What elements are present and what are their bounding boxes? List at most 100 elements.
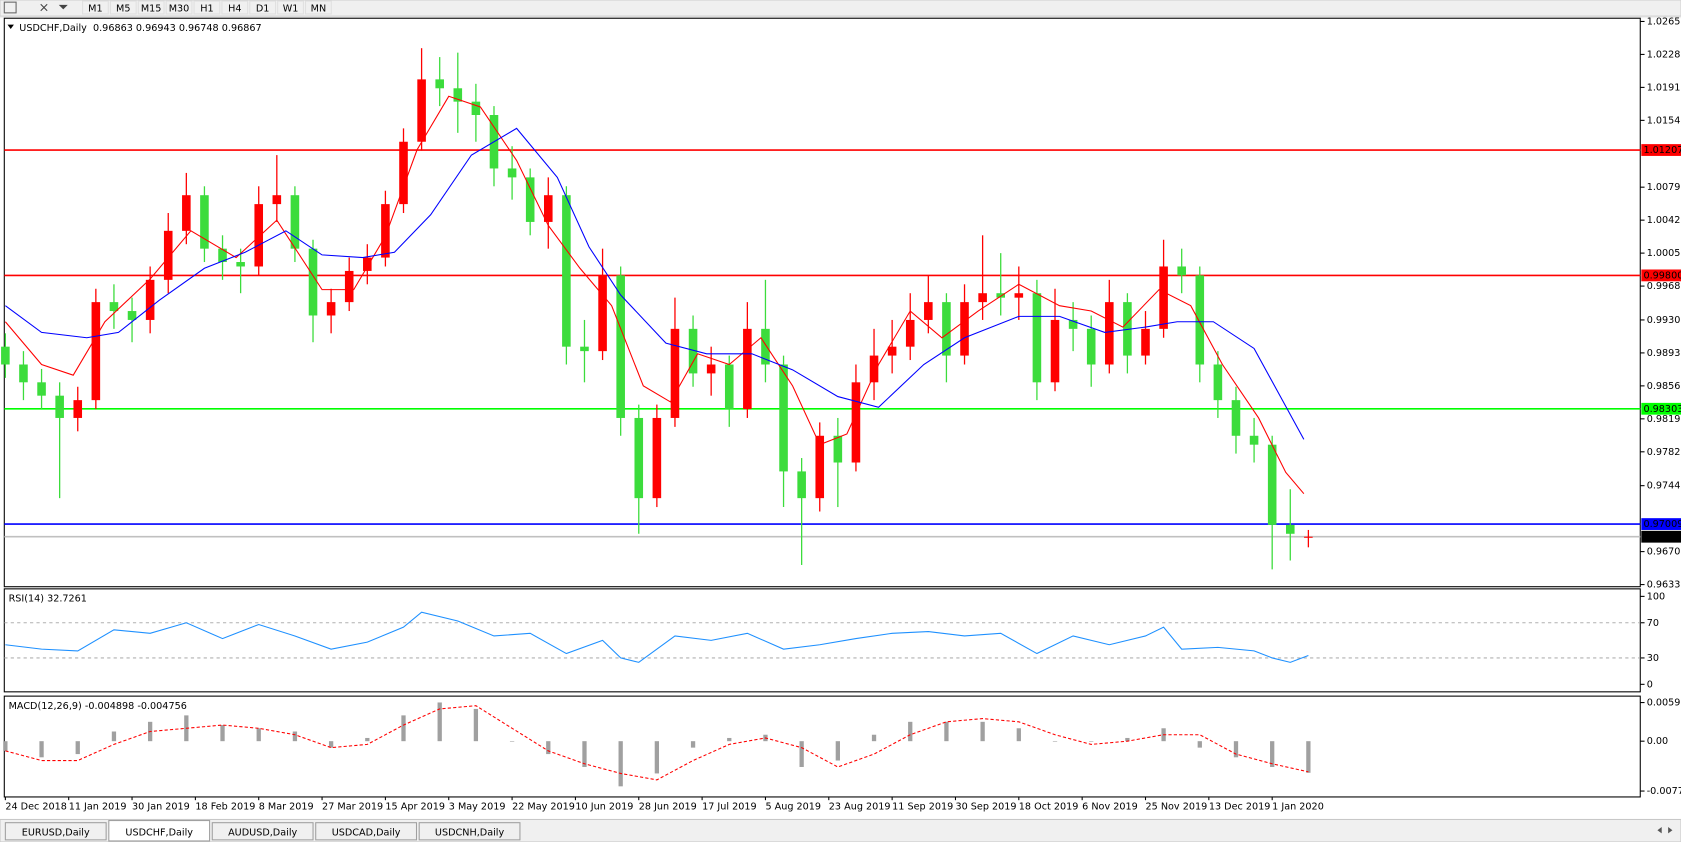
candle-body <box>1195 275 1205 365</box>
x-tick-label: 25 Nov 2019 <box>1145 802 1207 813</box>
text-tool-icon[interactable] <box>3 1 17 14</box>
candle-body <box>960 302 969 356</box>
tab-scroll-arrows[interactable] <box>1657 826 1673 834</box>
chart-tab-label[interactable]: EURUSD,Daily <box>22 827 90 838</box>
histogram-bar <box>1089 741 1094 742</box>
chart-tab-label[interactable]: USDCNH,Daily <box>435 827 505 838</box>
candle-body <box>381 204 390 258</box>
candle-body <box>869 355 879 383</box>
level-label-box <box>1641 530 1681 543</box>
timeframe-button[interactable] <box>165 0 193 15</box>
timeframe-label[interactable]: M5 <box>116 4 130 15</box>
pane <box>3 588 1641 693</box>
y-tick-label: 0.00 <box>1647 736 1668 747</box>
candle-body <box>1086 328 1096 365</box>
timeframe-label[interactable]: W1 <box>283 4 299 15</box>
histogram-bar <box>1197 741 1202 748</box>
candle-body <box>797 471 806 499</box>
timeframe-label[interactable]: H1 <box>200 4 213 15</box>
chart-tab-label[interactable]: USDCAD,Daily <box>332 827 401 838</box>
chart-tab[interactable] <box>4 822 107 841</box>
timeframe-label[interactable]: MN <box>311 4 327 15</box>
candle-body <box>942 302 951 356</box>
x-tick-label: 28 Jun 2019 <box>639 802 697 813</box>
timeframe-button[interactable] <box>277 0 304 15</box>
candle-body <box>109 302 119 312</box>
candle-body <box>182 195 191 231</box>
histogram-bar <box>908 721 913 742</box>
candle-body <box>833 435 843 463</box>
candle-body <box>1267 444 1277 525</box>
candle-body <box>435 79 444 89</box>
candle-body <box>1304 536 1313 538</box>
timeframe-button[interactable] <box>137 0 165 15</box>
chart-tab[interactable] <box>418 822 521 841</box>
histogram-bar <box>328 741 334 748</box>
chart-tab-label[interactable]: USDCHF,Daily <box>125 827 193 838</box>
y-tick-label: 1.02280 <box>1647 49 1681 60</box>
timeframe-label[interactable]: M30 <box>169 4 190 15</box>
candle-body <box>616 275 625 418</box>
level-label-box <box>1641 402 1681 415</box>
y-tick-label: 1.00790 <box>1647 182 1681 193</box>
candle-body <box>724 364 734 410</box>
timeframe-button[interactable] <box>305 0 332 15</box>
chart-tab[interactable] <box>211 822 314 841</box>
candle-body <box>272 195 282 205</box>
pane-title: MACD(12,26,9) -0.004898 -0.004756 <box>9 701 187 712</box>
x-tick-label: 8 Mar 2019 <box>259 802 314 813</box>
candle-body <box>905 319 915 347</box>
timeframe-button[interactable] <box>249 0 277 15</box>
histogram-bar <box>292 731 298 742</box>
candle-body <box>73 400 83 418</box>
shapes-tool-icon[interactable] <box>40 3 68 12</box>
x-tick-label: 22 May 2019 <box>512 802 575 813</box>
candle-body <box>145 279 155 320</box>
y-tick-label: 1.00420 <box>1647 215 1681 226</box>
histogram-bar <box>690 741 696 748</box>
histogram-bar <box>835 741 840 761</box>
timeframe-label[interactable]: M15 <box>141 4 162 15</box>
candle-body <box>543 195 553 222</box>
y-tick-label: 30 <box>1647 653 1659 664</box>
y-tick-label: 0 <box>1647 679 1653 690</box>
timeframe-button[interactable] <box>109 0 137 15</box>
candle-body <box>236 262 245 267</box>
candle-body <box>996 293 1006 298</box>
x-tick-label: 5 Aug 2019 <box>765 802 821 813</box>
timeframe-button[interactable] <box>82 0 109 15</box>
chart-tab-label[interactable]: AUDUSD,Daily <box>228 827 297 838</box>
x-tick-label: 30 Sep 2019 <box>955 802 1016 813</box>
histogram-bar <box>980 721 985 742</box>
y-tick-label: 1.01540 <box>1647 115 1681 126</box>
chart-tab[interactable] <box>108 820 211 842</box>
histogram-bar <box>220 725 225 742</box>
candle-body <box>924 302 933 320</box>
histogram-bar <box>727 737 732 742</box>
histogram-bar <box>365 737 370 742</box>
chart-tab[interactable] <box>315 822 418 841</box>
level-label: 0.98303 <box>1643 404 1681 415</box>
histogram-bar <box>1052 741 1058 742</box>
histogram-bar <box>437 702 442 742</box>
collapse-arrow[interactable] <box>7 24 14 29</box>
histogram-bar <box>546 741 551 755</box>
candle-body <box>851 382 861 463</box>
histogram-bar <box>1016 728 1021 742</box>
timeframe-label[interactable]: H4 <box>228 4 241 15</box>
y-tick-label: 0.96330 <box>1647 580 1681 591</box>
candle-body <box>308 248 318 316</box>
timeframe-button[interactable] <box>193 0 221 15</box>
timeframe-label[interactable]: D1 <box>256 4 270 15</box>
candle-body <box>218 248 227 263</box>
candle-body <box>743 328 752 410</box>
candle-body <box>200 195 209 249</box>
timeframe-label[interactable]: M1 <box>88 4 102 15</box>
timeframe-button[interactable] <box>221 0 249 15</box>
histogram-bar <box>799 741 804 767</box>
